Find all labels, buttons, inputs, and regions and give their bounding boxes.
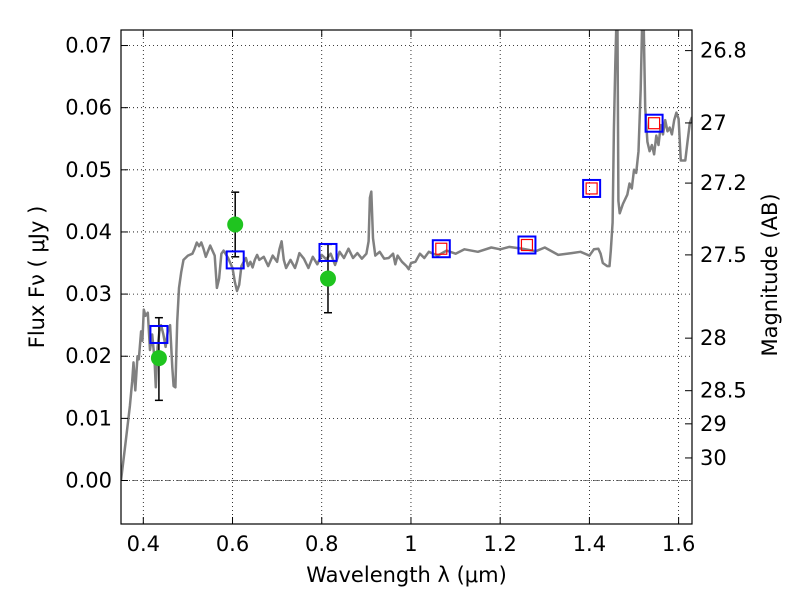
y-tick-labels: 0.00 0.01 0.02 0.03 0.04 0.05 0.06 0.07 xyxy=(65,34,112,493)
model-photometry-inner-square xyxy=(585,182,598,195)
model-photometry-square xyxy=(517,235,537,255)
magnitude-tick-label: 30 xyxy=(700,446,727,470)
magnitude-tick-label: 29 xyxy=(700,412,727,436)
x-tick-label: 1.4 xyxy=(573,532,606,556)
observed-point xyxy=(150,350,167,367)
tick-marks xyxy=(121,30,692,524)
y-axis-label: Flux Fν ( μJy ) xyxy=(25,206,49,349)
y-tick-label: 0.03 xyxy=(65,282,112,306)
x-tick-labels: 0.4 0.6 0.8 1 1.2 1.4 1.6 xyxy=(127,532,696,556)
x-tick-label: 0.4 xyxy=(127,532,160,556)
x-tick-label: 1.2 xyxy=(483,532,516,556)
observed-point xyxy=(227,216,244,233)
magnitude-tick-labels: 26.8 27 27.2 27.5 28 28.5 29 30 xyxy=(700,39,747,470)
model-photometry-square xyxy=(644,113,664,133)
x-axis-label: Wavelength λ (μm) xyxy=(306,563,507,587)
model-photometry-square xyxy=(431,239,451,259)
magnitude-tick-label: 28.5 xyxy=(700,379,747,403)
x-tick-label: 0.8 xyxy=(305,532,338,556)
magnitude-axis-label: Magnitude (AB) xyxy=(758,193,782,356)
magnitude-tick-label: 28 xyxy=(700,326,727,350)
y-tick-label: 0.05 xyxy=(65,158,112,182)
y-tick-label: 0.06 xyxy=(65,96,112,120)
model-photometry-square xyxy=(149,324,169,344)
sed-model-line xyxy=(121,30,692,481)
model-photometry-square xyxy=(225,250,245,270)
model-photometry-square xyxy=(582,178,602,198)
plot-area xyxy=(121,30,692,481)
magnitude-tick-label: 26.8 xyxy=(700,39,747,63)
model-photometry-inner-square xyxy=(520,238,534,252)
x-tick-label: 0.6 xyxy=(216,532,249,556)
x-tick-label: 1.6 xyxy=(662,532,695,556)
y-tick-label: 0.01 xyxy=(65,406,112,430)
y-tick-label: 0.02 xyxy=(65,344,112,368)
model-photometry-square xyxy=(318,242,338,262)
magnitude-tick-label: 27.2 xyxy=(700,171,747,195)
x-tick-label: 1 xyxy=(404,532,417,556)
y-tick-label: 0.00 xyxy=(65,469,112,493)
model-photometry-inner-square xyxy=(435,242,448,255)
plot-frame xyxy=(120,29,693,525)
y-tick-label: 0.07 xyxy=(65,34,112,58)
magnitude-tick-label: 27 xyxy=(700,111,727,135)
magnitude-tick-label: 27.5 xyxy=(700,243,747,267)
grid-lines xyxy=(121,30,692,524)
observed-point xyxy=(319,270,336,287)
y-tick-label: 0.04 xyxy=(65,220,112,244)
model-photometry-inner-square xyxy=(647,117,661,130)
